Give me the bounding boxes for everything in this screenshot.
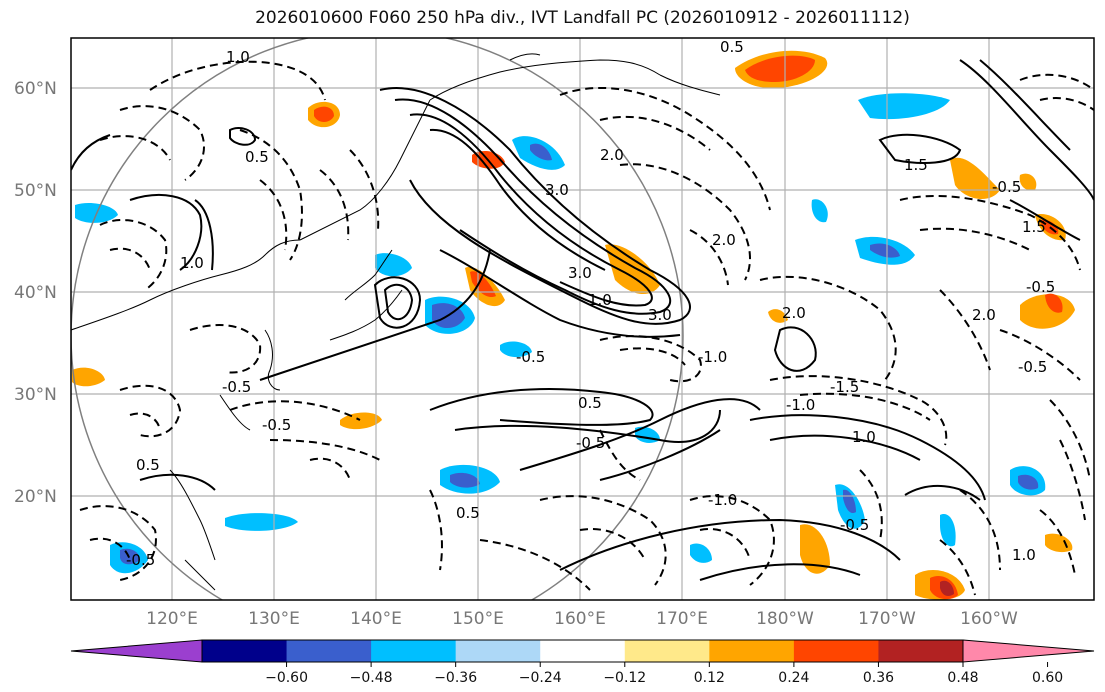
contour-label: 2.0: [972, 306, 996, 324]
contour-label: 1.5: [904, 156, 928, 174]
colorbar-tick-label: 0.24: [778, 670, 809, 686]
colorbar-outline: [201, 639, 964, 663]
lon-label: 120°E: [146, 609, 198, 629]
contour-label: -0.5: [576, 434, 605, 452]
lat-label: 40°N: [14, 283, 57, 303]
lon-label: 160°E: [554, 609, 606, 629]
contour-label: 3.0: [568, 264, 592, 282]
map-frame: [70, 37, 1095, 601]
negative-contours: [79, 60, 1094, 596]
colorbar-tick-label: 0.48: [947, 670, 978, 686]
contour-label: -1.0: [708, 491, 737, 509]
colorbar-bin: [793, 640, 879, 662]
lon-label: 170°E: [656, 609, 708, 629]
colorbar-min-extend: [70, 639, 203, 663]
divergence-shading: [72, 50, 1075, 600]
colorbar-bin: [624, 640, 710, 662]
contour-label: 1.0: [852, 428, 876, 446]
contour-labels: 1.0 0.5 0.5 1.0 3.0 3.0 3.0 2.0 2.0 1.0 …: [126, 38, 1055, 569]
contour-label: -0.5: [1026, 278, 1055, 296]
lat-label: 60°N: [14, 79, 57, 99]
contour-label: 0.5: [578, 394, 602, 412]
contour-label: -1.0: [786, 396, 815, 414]
lat-label: 30°N: [14, 385, 57, 405]
contour-label: 2.0: [712, 231, 736, 249]
region-circle: [71, 38, 684, 600]
lon-label: 150°E: [452, 609, 504, 629]
colorbar-bin: [371, 640, 457, 662]
contour-label: 1.0: [180, 254, 204, 272]
colorbar-tick-label: −0.12: [603, 670, 646, 686]
colorbar-bin: [540, 640, 626, 662]
longitude-axis: 120°E 130°E 140°E 150°E 160°E 170°E 180°…: [146, 609, 1018, 629]
coastlines: [71, 53, 721, 591]
colorbar-tick-label: 0.36: [863, 670, 894, 686]
colorbar-tick-label: −0.36: [434, 670, 477, 686]
colorbar-bin: [709, 640, 795, 662]
colorbar-tick-label: −0.60: [265, 670, 308, 686]
lon-label: 130°E: [248, 609, 300, 629]
contour-label: -0.5: [992, 178, 1021, 196]
contour-label: 0.5: [136, 456, 160, 474]
contour-label: 1.0: [1012, 546, 1036, 564]
lon-label: 170°W: [858, 609, 916, 629]
contour-label: -0.5: [126, 551, 155, 569]
contour-label: 0.5: [720, 38, 744, 56]
colorbar-tick-label: −0.48: [350, 670, 393, 686]
contour-label: 1.0: [226, 48, 250, 66]
colorbar-tick-label: 0.12: [694, 670, 725, 686]
colorbar-bin: [455, 640, 541, 662]
colorbar-tick-label: 0.60: [1032, 670, 1063, 686]
contour-label: 3.0: [545, 181, 569, 199]
map-title: 2026010600 F060 250 hPa div., IVT Landfa…: [255, 8, 910, 28]
contour-label: -0.5: [262, 416, 291, 434]
contour-label: -0.5: [516, 348, 545, 366]
colorbar: −0.60 −0.48 −0.36 −0.24 −0.12 0.12 0.24 0.36 0.4…: [70, 639, 1095, 686]
contour-label: 3.0: [648, 306, 672, 324]
contour-label: -0.5: [1018, 358, 1047, 376]
lon-label: 180°W: [756, 609, 814, 629]
lon-label: 160°W: [960, 609, 1018, 629]
latitude-axis: 60°N 50°N 40°N 30°N 20°N: [14, 79, 57, 507]
contour-label: -0.5: [840, 516, 869, 534]
colorbar-tick-label: −0.24: [519, 670, 562, 686]
contour-label: 1.0: [588, 291, 612, 309]
lat-label: 50°N: [14, 181, 57, 201]
contour-label: 0.5: [456, 504, 480, 522]
contour-label: -0.5: [222, 378, 251, 396]
contour-label: 2.0: [782, 304, 806, 322]
colorbar-max-extend: [962, 639, 1095, 663]
contour-label: 2.0: [600, 146, 624, 164]
contour-label: -1.5: [830, 378, 859, 396]
contour-label: 1.5: [1022, 218, 1046, 236]
colorbar-bin: [878, 640, 964, 662]
lat-label: 20°N: [14, 487, 57, 507]
colorbar-bin: [202, 640, 288, 662]
map-area: [71, 38, 1094, 600]
lon-label: 140°E: [350, 609, 402, 629]
colorbar-bin: [286, 640, 372, 662]
contour-label: 0.5: [245, 148, 269, 166]
contour-label: -1.0: [698, 348, 727, 366]
